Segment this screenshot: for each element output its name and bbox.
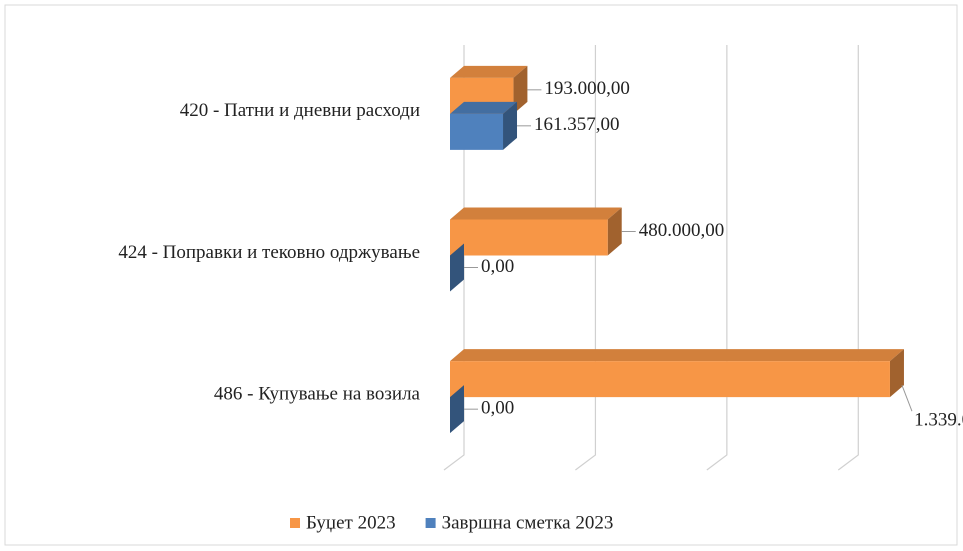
bar-face	[450, 207, 622, 220]
grid-line	[443, 45, 465, 471]
grid-line	[706, 45, 728, 471]
data-label: 480.000,00	[639, 220, 725, 241]
bar	[450, 243, 464, 292]
grid-line	[837, 45, 859, 471]
legend-label: Буџет 2023	[306, 512, 396, 533]
legend-swatch	[425, 518, 436, 528]
bar-face	[889, 349, 904, 398]
bar	[450, 101, 518, 150]
data-label: 161.357,00	[534, 114, 620, 135]
data-label: 1.339.000,00	[914, 410, 963, 431]
bar-face	[450, 349, 904, 362]
bar-face	[450, 385, 464, 434]
bar-face	[450, 361, 890, 398]
bar	[450, 349, 904, 398]
legend-swatch	[290, 518, 300, 528]
data-label: 0,00	[481, 398, 514, 419]
data-label: 0,00	[481, 256, 514, 277]
bar-face	[503, 101, 518, 150]
bar-face	[450, 113, 504, 150]
y-tick-label: 486 - Купување на возила	[214, 384, 421, 405]
bar-face	[450, 243, 464, 292]
bar-face	[450, 219, 608, 256]
bar	[450, 385, 464, 434]
grid-line	[575, 45, 597, 471]
y-tick-label: 424 - Поправки и тековно одржување	[118, 242, 420, 263]
bar-face	[450, 101, 518, 114]
y-tick-label: 420 - Патни и дневни расходи	[180, 100, 420, 121]
legend-label: Завршна сметка 2023	[442, 512, 614, 533]
bar	[450, 207, 622, 256]
bar-face	[450, 65, 528, 78]
leader-line	[901, 384, 913, 412]
bar-face	[607, 207, 622, 256]
data-label: 193.000,00	[544, 78, 630, 99]
